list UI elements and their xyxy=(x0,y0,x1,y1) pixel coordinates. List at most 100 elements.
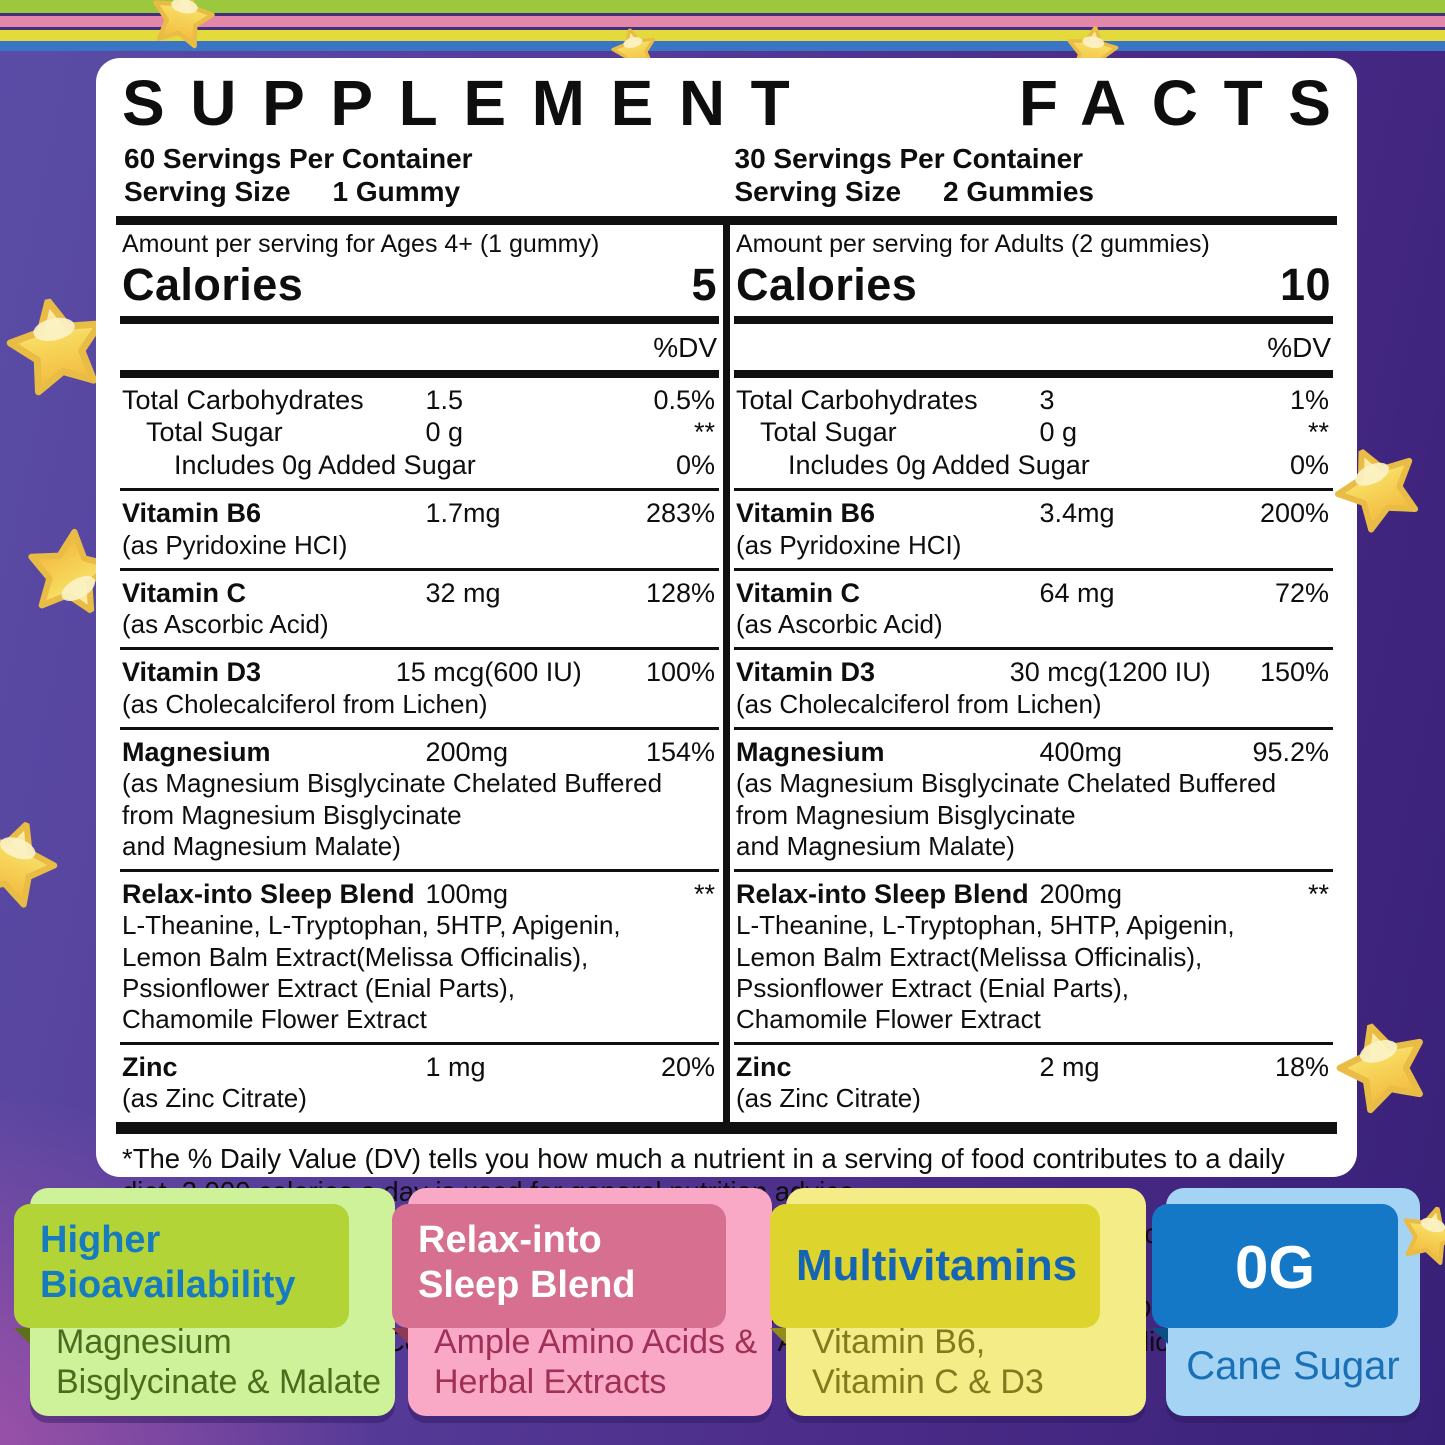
nutrient-group: Relax-into Sleep Blend 100mg ** L-Theanine,… xyxy=(120,872,719,1046)
nutrient-dv: 200% xyxy=(1259,498,1329,529)
nutrient-row: Includes 0g Added Sugar 0% xyxy=(736,449,1331,481)
benefit-card-header-text: Multivitamins xyxy=(796,1241,1078,1290)
nutrient-row: Magnesium 200mg 154% xyxy=(122,736,717,768)
nutrient-group: Total Carbohydrates 1.5 0.5% Total Sugar 0 g… xyxy=(120,378,719,492)
table-top-bar xyxy=(116,216,1337,226)
benefit-card-header-text: Bioavailability xyxy=(40,1263,296,1306)
benefit-card-body-text: Ample Amino Acids & Herbal Extracts xyxy=(434,1322,758,1401)
nutrient-row: Total Sugar 0 g ** xyxy=(736,416,1331,448)
nutrient-subline: Pssionflower Extract (Enial Parts), xyxy=(736,972,1130,1003)
nutrient-group: Vitamin C 64 mg 72% (as Ascorbic Acid) xyxy=(734,571,1333,651)
nutrient-name: Magnesium xyxy=(122,736,271,767)
benefit-card-header: 0G xyxy=(1152,1204,1398,1328)
benefit-card-body-text: Cane Sugar xyxy=(1186,1343,1400,1388)
nutrient-name: Magnesium xyxy=(736,736,885,767)
table-center-divider xyxy=(723,225,730,1122)
nutrition-table: Amount per serving for Ages 4+ (1 gummy)… xyxy=(116,225,1337,1122)
nutrient-name: Total Carbohydrates xyxy=(736,385,978,416)
nutrient-name: Total Sugar xyxy=(146,417,283,448)
nutrient-row: Includes 0g Added Sugar 0% xyxy=(122,449,717,481)
nutrient-groups: Total Carbohydrates 1.5 0.5% Total Sugar 0 g… xyxy=(120,378,719,1122)
nutrient-subline: (as Ascorbic Acid) xyxy=(122,609,329,640)
nutrient-amount: 0 g xyxy=(1039,417,1077,448)
panel-title: SUPPLEMENT FACTS xyxy=(116,64,1337,140)
nutrient-amount: 1 mg xyxy=(425,1052,486,1083)
stripe-blue xyxy=(0,41,1445,51)
nutrient-subline: Pssionflower Extract (Enial Parts), xyxy=(122,972,516,1003)
calories-label: Calories xyxy=(736,259,918,311)
nutrient-dv: 100% xyxy=(645,657,715,688)
percent-dv-header: %DV xyxy=(120,324,719,379)
nutrient-subline: (as Zinc Citrate) xyxy=(122,1083,307,1114)
nutrient-group: Zinc 2 mg 18% (as Zinc Citrate) xyxy=(734,1045,1333,1122)
calories-row: Calories 10 xyxy=(734,259,1333,325)
nutrient-row: Relax-into Sleep Blend 100mg ** xyxy=(122,878,717,910)
nutrient-amount: 100mg xyxy=(425,878,508,909)
nutrient-name: Relax-into Sleep Blend xyxy=(122,878,415,909)
nutrient-dv: 18% xyxy=(1274,1052,1329,1083)
nutrient-dv: 154% xyxy=(645,736,715,767)
serving-size-line: Serving Size 2 Gummies xyxy=(735,175,1338,208)
serving-size-value: 1 Gummy xyxy=(332,176,461,208)
nutrient-name: Relax-into Sleep Blend xyxy=(736,878,1029,909)
nutrient-name: Vitamin B6 xyxy=(736,498,876,529)
nutrient-dv: ** xyxy=(1307,878,1329,909)
nutrient-subline: Chamomile Flower Extract xyxy=(736,1003,1041,1034)
nutrient-dv: 20% xyxy=(660,1052,715,1083)
benefit-card-header-text: Relax-into xyxy=(418,1219,602,1261)
nutrient-amount: 3 xyxy=(1039,385,1055,416)
nutrient-subline: Chamomile Flower Extract xyxy=(122,1003,427,1034)
nutrient-name: Vitamin D3 xyxy=(736,657,876,688)
nutrient-row: Vitamin B6 1.7mg 283% xyxy=(122,497,717,529)
nutrient-group: Vitamin B6 1.7mg 283% (as Pyridoxine HCI) xyxy=(120,491,719,571)
nutrient-name: Zinc xyxy=(736,1052,792,1083)
benefit-card-relax-into-sleep-blend: Relax-into Sleep Blend Ample Amino Acids &… xyxy=(392,1188,772,1416)
nutrient-group: Vitamin D3 15 mcg(600 IU) 100% (as Cholecal… xyxy=(120,650,719,730)
nutrient-amount: 1.7mg xyxy=(425,498,501,529)
nutrient-group: Vitamin D3 30 mcg(1200 IU) 150% (as Choleca… xyxy=(734,650,1333,730)
nutrient-name: Includes 0g Added Sugar xyxy=(788,449,1090,480)
nutrient-row: Total Carbohydrates 3 1% xyxy=(736,384,1331,416)
nutrient-row: Vitamin D3 30 mcg(1200 IU) 150% xyxy=(736,656,1331,688)
nutrient-amount: 200mg xyxy=(425,736,508,767)
calories-value: 5 xyxy=(691,259,717,311)
stripe-dark-1 xyxy=(0,13,1445,16)
nutrient-subline: (as Magnesium Bisglycinate Chelated Buff… xyxy=(736,768,1277,799)
nutrient-row: Zinc 1 mg 20% xyxy=(122,1051,717,1083)
serving-size-value: 2 Gummies xyxy=(943,176,1094,208)
stripe-green xyxy=(0,0,1445,13)
nutrient-dv: ** xyxy=(693,878,715,909)
title-word-supplement: SUPPLEMENT xyxy=(122,67,816,139)
nutrient-name: Vitamin B6 xyxy=(122,498,262,529)
nutrient-dv: 0.5% xyxy=(653,385,715,416)
nutrient-subline: (as Ascorbic Acid) xyxy=(736,609,943,640)
nutrient-dv: 0% xyxy=(675,449,715,480)
nutrient-subline: (as Cholecalciferol from Lichen) xyxy=(122,688,488,719)
nutrient-subline: (as Zinc Citrate) xyxy=(736,1083,921,1114)
nutrient-subline: from Magnesium Bisglycinate xyxy=(736,799,1076,830)
percent-dv-header: %DV xyxy=(734,324,1333,379)
benefit-card-0g-cane-sugar: 0G Cane Sugar xyxy=(1152,1188,1420,1416)
nutrient-subline: and Magnesium Malate) xyxy=(122,830,401,861)
benefit-card-header: Relax-into Sleep Blend xyxy=(392,1204,726,1328)
nutrient-name: Vitamin C xyxy=(122,577,247,608)
benefit-card-header-text: Sleep Blend xyxy=(418,1263,636,1306)
nutrient-row: Relax-into Sleep Blend 200mg ** xyxy=(736,878,1331,910)
nutrient-group: Zinc 1 mg 20% (as Zinc Citrate) xyxy=(120,1045,719,1122)
nutrient-subline: and Magnesium Malate) xyxy=(736,830,1015,861)
nutrient-name: Vitamin D3 xyxy=(122,657,262,688)
calories-label: Calories xyxy=(122,259,304,311)
nutrient-amount: 1.5 xyxy=(425,385,463,416)
nutrient-name: Total Sugar xyxy=(760,417,897,448)
benefit-card-header: Higher Bioavailability xyxy=(14,1204,349,1328)
nutrient-amount: 30 mcg(1200 IU) xyxy=(1009,657,1211,688)
nutrient-subline: (as Cholecalciferol from Lichen) xyxy=(736,688,1102,719)
nutrient-group: Relax-into Sleep Blend 200mg ** L-Theanine,… xyxy=(734,872,1333,1046)
nutrient-row: Vitamin C 64 mg 72% xyxy=(736,577,1331,609)
nutrient-dv: 128% xyxy=(645,577,715,608)
nutrient-row: Zinc 2 mg 18% xyxy=(736,1051,1331,1083)
supplement-facts-panel: SUPPLEMENT FACTS 60 Servings Per Contain… xyxy=(96,58,1357,1357)
nutrient-subline: L-Theanine, L-Tryptophan, 5HTP, Apigenin… xyxy=(122,910,621,941)
nutrient-name: Total Carbohydrates xyxy=(122,385,364,416)
